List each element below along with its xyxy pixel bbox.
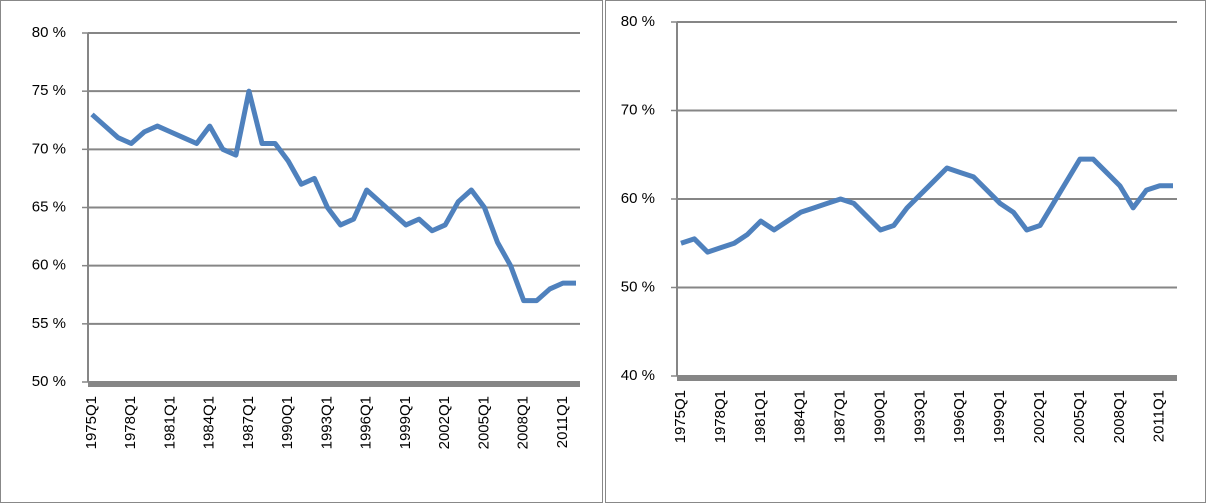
x-tick-label: 1978Q1 bbox=[712, 390, 729, 443]
x-tick-label: 1996Q1 bbox=[951, 390, 968, 443]
data-line bbox=[90, 88, 576, 304]
x-tick-label: 1990Q1 bbox=[871, 390, 888, 443]
x-tick-label: 1999Q1 bbox=[991, 390, 1008, 443]
x-tick-label: 2005Q1 bbox=[1071, 390, 1088, 443]
y-tick-label: 60 % bbox=[32, 257, 66, 274]
panel-border bbox=[605, 0, 1206, 503]
panel-border bbox=[0, 0, 603, 503]
y-tick-label: 80 % bbox=[621, 13, 655, 30]
x-tick-label: 2002Q1 bbox=[436, 396, 453, 449]
x-tick-label: 2002Q1 bbox=[1031, 390, 1048, 443]
x-tick-label: 1984Q1 bbox=[201, 396, 218, 449]
x-tick-label: 1981Q1 bbox=[752, 390, 769, 443]
y-tick-label: 70 % bbox=[621, 101, 655, 118]
x-tick-label: 1996Q1 bbox=[358, 396, 375, 449]
x-tick-label: 2011Q1 bbox=[1151, 390, 1168, 442]
y-tick-label: 60 % bbox=[621, 190, 655, 207]
x-tick-label: 2008Q1 bbox=[1111, 390, 1128, 443]
x-tick-label: 1990Q1 bbox=[279, 396, 296, 449]
x-tick-label: 1987Q1 bbox=[832, 390, 849, 443]
x-tick-label: 1987Q1 bbox=[240, 396, 257, 449]
y-tick-label: 70 % bbox=[32, 140, 66, 157]
y-tick-label: 75 % bbox=[32, 82, 66, 99]
x-tick-label: 1999Q1 bbox=[397, 396, 414, 449]
x-tick-label: 1981Q1 bbox=[161, 396, 178, 449]
data-line bbox=[680, 156, 1173, 255]
y-tick-label: 65 % bbox=[32, 198, 66, 215]
y-tick-label: 40 % bbox=[621, 367, 655, 384]
x-tick-label: 1978Q1 bbox=[122, 396, 139, 449]
x-tick-label: 1975Q1 bbox=[672, 390, 689, 443]
x-tick-label: 1984Q1 bbox=[792, 390, 809, 443]
y-tick-label: 55 % bbox=[32, 315, 66, 332]
x-tick-label: 1993Q1 bbox=[911, 390, 928, 443]
x-tick-label: 1993Q1 bbox=[318, 396, 335, 449]
x-tick-label: 1975Q1 bbox=[83, 396, 100, 449]
x-tick-label: 2005Q1 bbox=[475, 396, 492, 449]
y-tick-label: 50 % bbox=[32, 373, 66, 390]
y-tick-label: 80 % bbox=[32, 24, 66, 41]
x-tick-label: 2011Q1 bbox=[554, 396, 571, 448]
y-tick-label: 50 % bbox=[621, 278, 655, 295]
x-tick-label: 2008Q1 bbox=[515, 396, 532, 449]
